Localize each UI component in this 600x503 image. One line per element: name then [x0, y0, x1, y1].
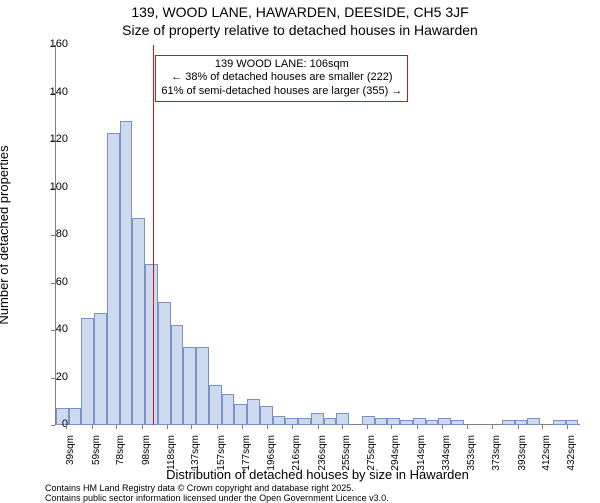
y-tick-label: 120 — [38, 133, 68, 145]
chart-root: 139, WOOD LANE, HAWARDEN, DEESIDE, CH5 3… — [0, 0, 600, 500]
y-tick-mark — [51, 330, 55, 331]
x-tick-mark — [567, 425, 568, 429]
plot-area: 139 WOOD LANE: 106sqm← 38% of detached h… — [55, 45, 580, 425]
histogram-bar — [145, 264, 158, 426]
histogram-bar — [362, 416, 375, 426]
histogram-bar — [234, 404, 247, 425]
histogram-bar — [107, 133, 120, 425]
histogram-bar — [196, 347, 209, 425]
histogram-bar — [426, 420, 439, 425]
y-tick-label: 100 — [38, 181, 68, 193]
histogram-bar — [400, 420, 413, 425]
histogram-bar — [438, 418, 451, 425]
x-tick-mark — [167, 425, 168, 429]
x-tick-mark — [367, 425, 368, 429]
y-tick-label: 0 — [38, 418, 68, 430]
x-tick-mark — [66, 425, 67, 429]
annotation-box: 139 WOOD LANE: 106sqm← 38% of detached h… — [155, 55, 408, 102]
histogram-bar — [413, 418, 426, 425]
histogram-bar — [311, 413, 324, 425]
x-tick-mark — [191, 425, 192, 429]
y-tick-mark — [51, 235, 55, 236]
histogram-bar — [260, 406, 273, 425]
histogram-bar — [336, 413, 349, 425]
chart-title-line2: Size of property relative to detached ho… — [0, 22, 600, 38]
histogram-bar — [285, 418, 298, 425]
x-tick-mark — [342, 425, 343, 429]
y-tick-mark — [51, 140, 55, 141]
histogram-bar — [387, 418, 400, 425]
histogram-bar — [120, 121, 133, 425]
histogram-bar — [553, 420, 566, 425]
chart-title-line1: 139, WOOD LANE, HAWARDEN, DEESIDE, CH5 3… — [0, 4, 600, 20]
x-tick-mark — [116, 425, 117, 429]
histogram-bar — [158, 302, 171, 426]
y-tick-mark — [51, 425, 55, 426]
x-axis-label: Distribution of detached houses by size … — [55, 467, 580, 482]
reference-line — [153, 45, 154, 425]
footer-line1: Contains HM Land Registry data © Crown c… — [45, 483, 354, 493]
y-tick-label: 80 — [38, 228, 68, 240]
x-tick-mark — [442, 425, 443, 429]
x-tick-mark — [542, 425, 543, 429]
x-tick-mark — [217, 425, 218, 429]
x-tick-mark — [417, 425, 418, 429]
annotation-line: 61% of semi-detached houses are larger (… — [161, 85, 402, 99]
histogram-bar — [94, 313, 107, 425]
histogram-bar — [183, 347, 196, 425]
annotation-line: 139 WOOD LANE: 106sqm — [161, 58, 402, 72]
x-tick-mark — [318, 425, 319, 429]
histogram-bar — [222, 394, 235, 425]
x-tick-mark — [292, 425, 293, 429]
y-tick-mark — [51, 45, 55, 46]
x-tick-mark — [492, 425, 493, 429]
histogram-bar — [324, 418, 337, 425]
y-tick-mark — [51, 283, 55, 284]
histogram-bar — [247, 399, 260, 425]
histogram-bar — [69, 408, 82, 425]
y-tick-mark — [51, 93, 55, 94]
x-tick-mark — [267, 425, 268, 429]
histogram-bar — [209, 385, 222, 425]
y-tick-mark — [51, 378, 55, 379]
x-tick-mark — [518, 425, 519, 429]
y-tick-mark — [51, 188, 55, 189]
x-tick-mark — [142, 425, 143, 429]
annotation-line: ← 38% of detached houses are smaller (22… — [161, 71, 402, 85]
histogram-bar — [451, 420, 464, 425]
histogram-bar — [375, 418, 388, 425]
x-tick-mark — [391, 425, 392, 429]
histogram-bar — [298, 418, 311, 425]
y-tick-label: 20 — [38, 371, 68, 383]
y-axis-label: Number of detached properties — [0, 45, 16, 425]
histogram-bar — [132, 218, 145, 425]
histogram-bar — [171, 325, 184, 425]
histogram-bar — [273, 416, 286, 426]
histogram-bar — [81, 318, 94, 425]
footer-line2: Contains public sector information licen… — [45, 493, 389, 503]
histogram-bar — [502, 420, 515, 425]
x-tick-mark — [242, 425, 243, 429]
y-tick-label: 140 — [38, 86, 68, 98]
y-tick-label: 160 — [38, 38, 68, 50]
x-tick-mark — [467, 425, 468, 429]
y-tick-label: 40 — [38, 323, 68, 335]
x-tick-mark — [92, 425, 93, 429]
histogram-bar — [527, 418, 540, 425]
y-tick-label: 60 — [38, 276, 68, 288]
